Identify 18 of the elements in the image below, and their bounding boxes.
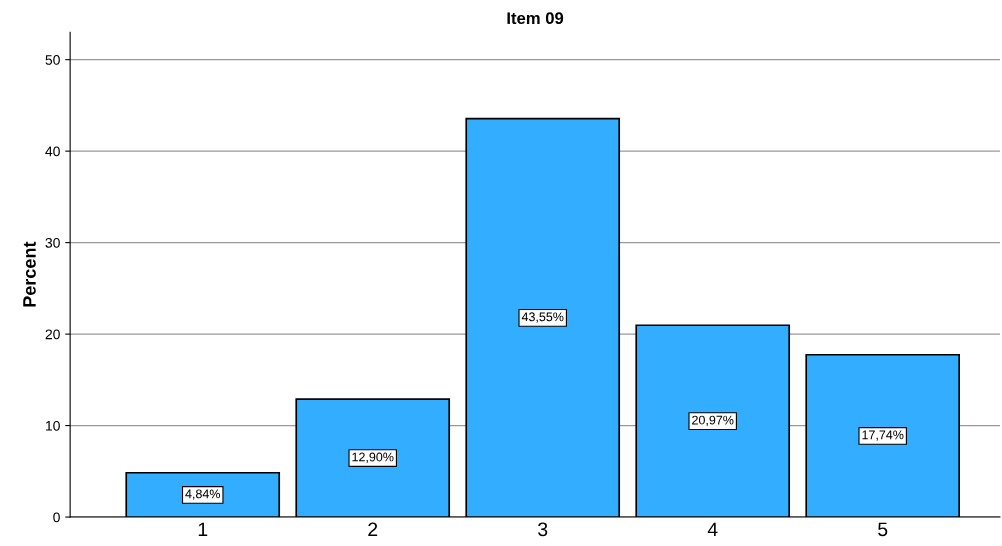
chart-title: Item 09 xyxy=(507,12,564,25)
data-label: 43,55% xyxy=(521,312,564,323)
x-tick-label: 2 xyxy=(368,522,378,537)
data-label: 17,74% xyxy=(862,430,904,441)
y-tick-label: 30 xyxy=(45,237,60,248)
y-tick-label: 0 xyxy=(53,512,60,523)
y-tick-label: 20 xyxy=(45,329,60,340)
x-tick-label: 4 xyxy=(707,522,718,537)
x-tick-label: 5 xyxy=(878,522,888,537)
x-tick-label: 1 xyxy=(198,522,208,537)
y-axis-title: Percent xyxy=(23,241,36,307)
y-tick-label: 10 xyxy=(46,420,60,431)
x-tick-label: 3 xyxy=(538,522,548,537)
y-tick-label: 40 xyxy=(45,146,60,157)
data-label: 12,90% xyxy=(352,452,394,463)
data-label: 20,97% xyxy=(692,415,734,426)
y-tick-label: 50 xyxy=(45,54,60,65)
data-label: 4,84% xyxy=(185,489,221,500)
